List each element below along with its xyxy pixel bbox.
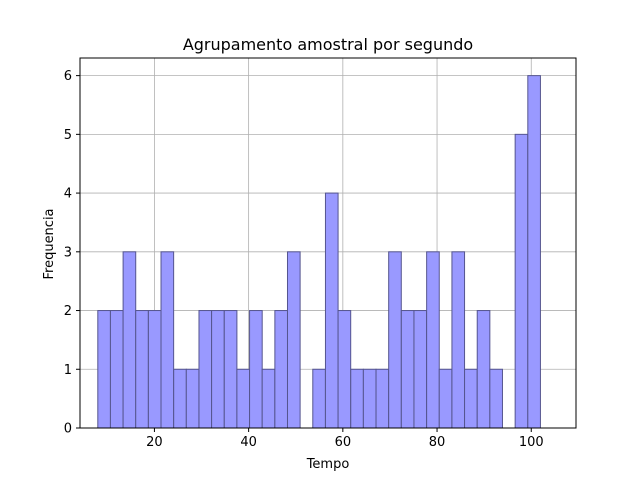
histogram-bar [211,310,225,429]
histogram-bar [135,310,149,429]
histogram-bars [97,75,541,429]
y-tick-label: 4 [64,187,72,202]
histogram-bar [337,310,352,429]
histogram-bar [527,75,541,429]
histogram-bar [375,368,390,429]
histogram-bar [388,251,402,429]
histogram-bar [312,368,326,429]
y-tick-label: 0 [64,422,72,437]
histogram-bar [400,310,415,429]
histogram-bar [97,310,111,429]
histogram-bar [185,368,200,429]
histogram-bar [426,251,440,429]
histogram-bar [413,310,428,429]
y-tick-label: 1 [64,363,72,378]
tick-labels: 20 40 60 80 100 0 1 2 3 4 5 6 [64,69,544,450]
chart-title: Agrupamento amostral por segundo [183,35,473,54]
histogram-bar [324,192,339,429]
histogram-bar [489,368,503,429]
histogram-bar [451,251,466,429]
histogram-bar [122,251,137,429]
x-tick-label: 40 [240,435,257,450]
histogram-bar [438,368,453,429]
histogram-bar [223,310,238,429]
histogram-bar [261,368,276,429]
plot-frame [79,57,577,429]
y-axis-label: Frequencia [42,208,57,279]
histogram-bar [160,251,175,429]
y-tick-label: 5 [64,128,72,143]
histogram-bar [109,310,124,429]
histogram-bar [476,310,491,429]
histogram-bar [514,133,529,429]
x-tick-label: 80 [429,435,446,450]
histogram-bar [464,368,478,429]
histogram-bar [173,368,187,429]
y-tick-label: 2 [64,304,72,319]
x-tick-label: 60 [335,435,352,450]
histogram-bar [350,368,364,429]
x-axis-label: Tempo [306,457,350,472]
histogram-bar [236,368,251,429]
histogram-bar [198,310,213,429]
y-tick-label: 6 [64,69,72,84]
histogram-bar [362,368,377,429]
x-tick-label: 20 [146,435,163,450]
histogram-bar [249,310,263,429]
y-tick-label: 3 [64,245,72,260]
histogram-bar [286,251,301,429]
histogram-bar [147,310,162,429]
x-tick-label: 100 [519,435,544,450]
axes [76,57,577,432]
histogram-bar [274,310,288,429]
